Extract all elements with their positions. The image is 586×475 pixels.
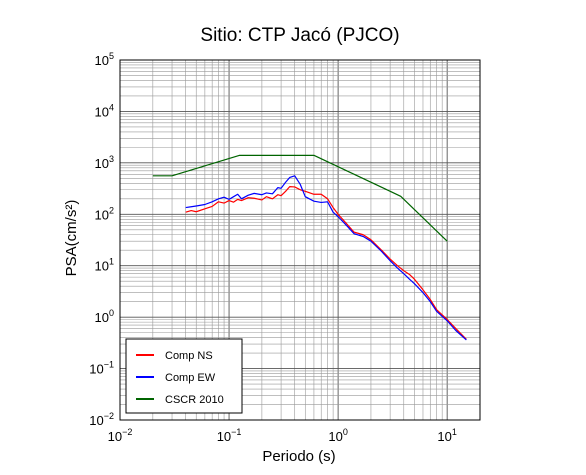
- y-tick-label: 104: [95, 102, 114, 119]
- y-tick-label: 10−1: [89, 360, 114, 377]
- y-tick-label: 100: [95, 308, 114, 325]
- grid: [119, 59, 481, 421]
- x-tick-label: 10−2: [108, 427, 133, 444]
- y-axis-label: PSA(cm/s²): [63, 200, 80, 277]
- series-line-comp-ew: [185, 175, 467, 341]
- y-tick-label: 101: [95, 257, 114, 274]
- x-tick-label: 10−1: [217, 427, 242, 444]
- x-tick-label: 101: [437, 427, 456, 444]
- y-tick-labels: 10−2 10−1 100 101 102 103 104 105: [89, 51, 114, 428]
- x-axis-label: Periodo (s): [262, 448, 335, 465]
- series-line-cscr-2010: [152, 154, 448, 242]
- y-tick-label: 105: [95, 51, 114, 68]
- legend: Comp NS Comp EW CSCR 2010: [125, 338, 243, 414]
- x-tick-labels: 10−2 10−1 100 101: [108, 427, 457, 444]
- legend-entry: Comp EW: [165, 372, 216, 384]
- x-tick-label: 100: [328, 427, 347, 444]
- y-tick-label: 102: [95, 205, 114, 222]
- legend-entry: Comp NS: [165, 350, 213, 362]
- plot-frame: [119, 59, 481, 421]
- series-line-comp-ns: [185, 186, 467, 340]
- y-tick-label: 103: [95, 154, 114, 171]
- chart-title: Sitio: CTP Jacó (PJCO): [200, 25, 399, 46]
- legend-entry: CSCR 2010: [165, 394, 224, 406]
- y-tick-label: 10−2: [89, 411, 114, 428]
- series-lines: [152, 154, 467, 341]
